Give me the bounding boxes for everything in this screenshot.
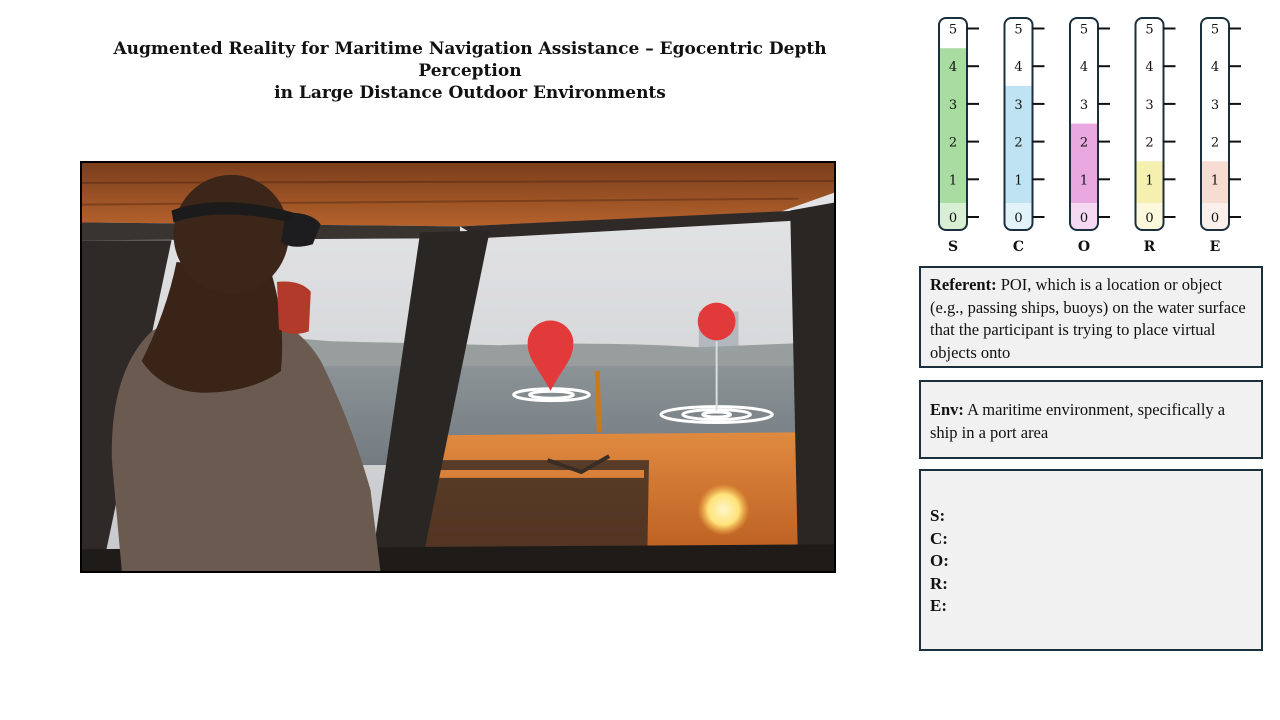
scale-tick-label: 4 [949, 60, 957, 75]
scale-fill-base-c [1005, 203, 1032, 229]
scale-tube-o [1069, 17, 1099, 231]
score-scales: 0 1 2 3 4 5 S 0 1 2 3 4 5 C 0 1 2 3 4 5 O 0 1 2 3 4 5 R 0 1 2 3 4 5 E [925, 12, 1255, 262]
scale-letter-e: E [1210, 239, 1221, 255]
bridge-photo [80, 161, 836, 573]
scale-e: 0 1 2 3 4 5 E [1200, 17, 1241, 255]
scale-tick-label: 3 [1211, 98, 1219, 113]
scale-fill-s [940, 48, 966, 230]
scale-tick-label: 0 [1211, 211, 1219, 226]
scale-r: 0 1 2 3 4 5 R [1134, 17, 1176, 255]
scale-tick-label: 4 [1080, 60, 1088, 75]
referent-text: POI, which is a location or object (e.g.… [930, 275, 1246, 362]
scale-tick-label: 2 [1014, 136, 1022, 151]
env-label: Env: [930, 400, 964, 419]
score-line-s: S: [930, 506, 946, 525]
title-line-2: in Large Distance Outdoor Environments [274, 83, 666, 103]
scale-letter-r: R [1144, 239, 1156, 255]
bridge-photo-illustration [82, 163, 834, 571]
scale-tick-label: 3 [1014, 98, 1022, 113]
scale-tick-label: 2 [1080, 136, 1088, 151]
scale-tick-label: 4 [1145, 60, 1153, 75]
scale-tick-label: 0 [949, 211, 957, 226]
scale-c: 0 1 2 3 4 5 C [1003, 17, 1045, 255]
scale-letter-o: O [1078, 239, 1090, 255]
title-line-1: Augmented Reality for Maritime Navigatio… [113, 39, 827, 81]
referent-label: Referent: [930, 275, 997, 294]
scale-tick-label: 3 [1080, 98, 1088, 113]
scale-o: 0 1 2 3 4 5 O [1069, 17, 1110, 255]
scale-tick-label: 5 [1080, 23, 1088, 38]
referent-box: Referent: POI, which is a location or ob… [919, 266, 1263, 368]
scale-tick-label: 0 [1014, 211, 1022, 226]
scale-tick-label: 4 [1014, 60, 1022, 75]
scale-fill-base-e [1202, 203, 1228, 229]
env-text: A maritime environment, specifically a s… [930, 400, 1226, 442]
scale-letter-s: S [948, 239, 958, 255]
score-scales-svg: 0 1 2 3 4 5 S 0 1 2 3 4 5 C 0 1 2 3 4 5 O 0 1 2 3 4 5 R 0 1 2 3 4 5 E [938, 17, 1241, 255]
scale-tube-e [1200, 17, 1230, 231]
scale-tick-label: 3 [1145, 98, 1153, 113]
scale-tick-label: 2 [949, 136, 957, 151]
score-line-r: R: [930, 573, 948, 593]
score-line-e: E: [930, 596, 947, 615]
scale-fill-base-s [940, 203, 966, 229]
score-line-c: C: [930, 528, 948, 548]
scale-letter-c: C [1013, 239, 1024, 255]
env-box: Env: A maritime environment, specificall… [919, 380, 1263, 459]
scale-tick-label: 1 [1211, 173, 1219, 188]
scale-tick-label: 2 [1145, 136, 1153, 151]
scale-tick-label: 1 [949, 173, 957, 188]
scale-tick-label: 0 [1080, 211, 1088, 226]
scale-tick-label: 4 [1211, 60, 1219, 75]
scale-fill-base-o [1071, 203, 1097, 229]
scale-tick-label: 2 [1211, 136, 1219, 151]
scale-tick-label: 5 [1014, 23, 1022, 38]
scale-tick-label: 1 [1014, 173, 1022, 188]
scale-tick-label: 5 [1211, 23, 1219, 38]
score-line-o: O: [930, 551, 949, 570]
scale-tick-label: 1 [1145, 173, 1153, 188]
scale-tube-c [1003, 17, 1034, 231]
scale-fill-base-r [1136, 203, 1163, 229]
figure-title: Augmented Reality for Maritime Navigatio… [80, 38, 860, 104]
scale-tick-label: 5 [949, 23, 957, 38]
scale-tick-label: 1 [1080, 173, 1088, 188]
score-summary-box: S: C: O: R: E: [919, 469, 1263, 651]
scale-tube-s [938, 17, 968, 231]
scale-s: 0 1 2 3 4 5 S [938, 17, 979, 255]
scale-tick-label: 0 [1145, 211, 1153, 226]
scale-tick-label: 5 [1145, 23, 1153, 38]
scale-tick-label: 3 [949, 98, 957, 113]
scale-tube-r [1134, 17, 1165, 231]
